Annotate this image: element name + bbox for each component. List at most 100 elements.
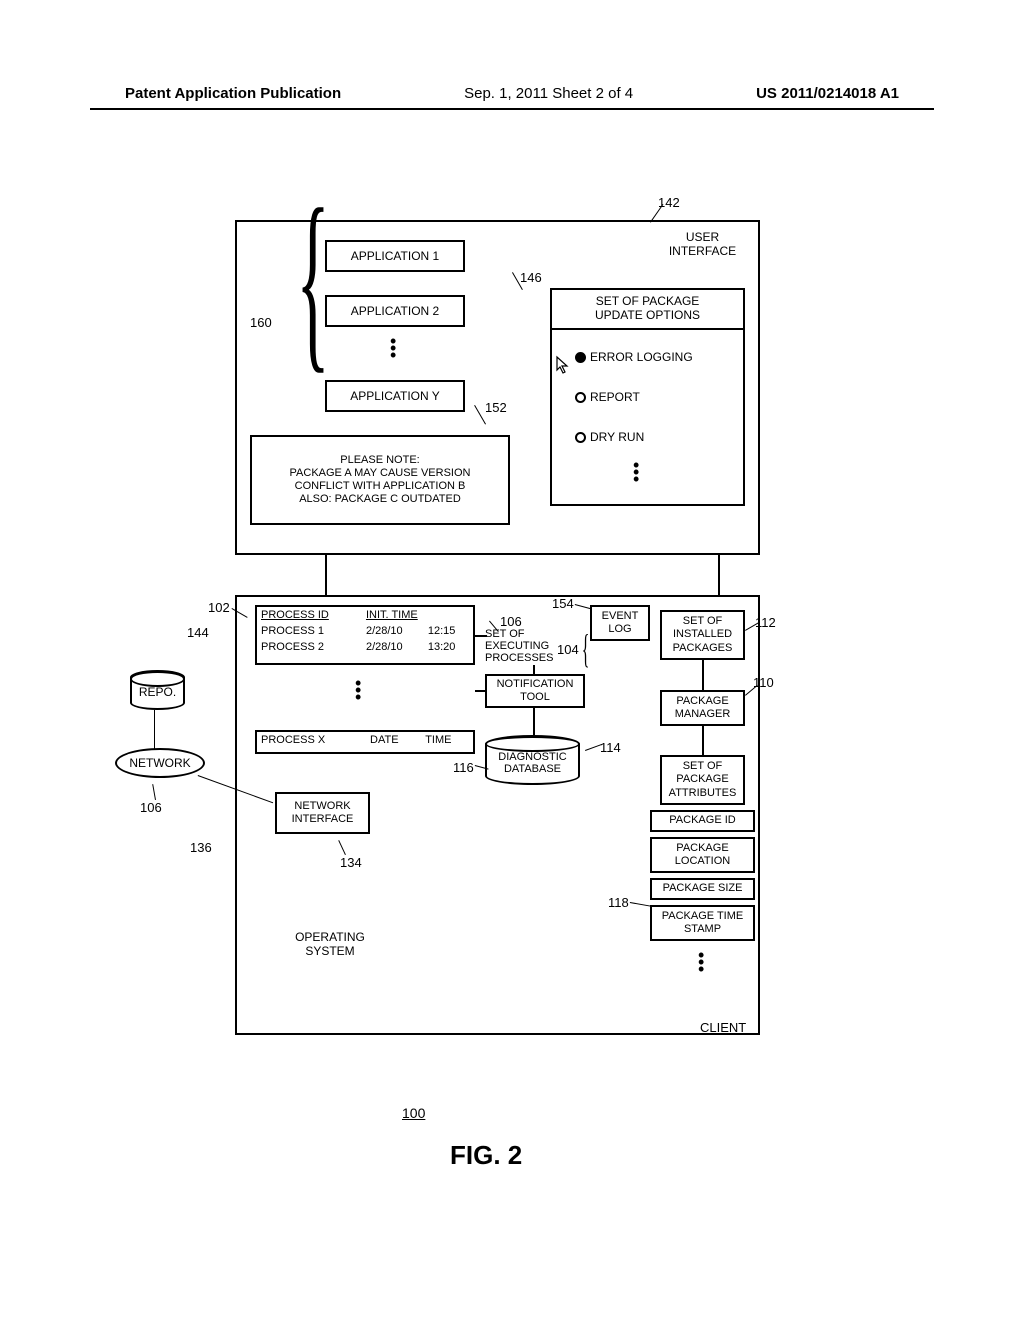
exec-line [475,635,487,637]
pkg-attrs-label: SET OF PACKAGE ATTRIBUTES [669,760,737,800]
notif-to-db [533,708,535,735]
ref-142: 142 [658,195,680,210]
repo-cylinder: REPO. [130,670,185,710]
header-right: US 2011/0214018 A1 [756,85,899,102]
procx-id: PROCESS X [257,732,366,748]
network-label: NETWORK [129,756,190,770]
notification-tool-box: NOTIFICATION TOOL [485,674,585,708]
application-1-box: APPLICATION 1 [325,240,465,272]
network-ellipse: NETWORK [115,748,205,778]
brace-160: { [296,180,330,380]
figure-number: 100 [402,1105,425,1121]
pkg-id-label: PACKAGE ID [669,814,735,827]
header-divider [90,108,934,110]
ref-114: 114 [600,740,621,755]
procx-date: DATE [366,732,421,748]
ref-134: 134 [340,855,362,870]
client-label: CLIENT [700,1020,746,1035]
set-exec-label: SET OF EXECUTING PROCESSES [485,628,565,664]
process-hdr-id: PROCESS ID [257,607,362,623]
ref-118: 118 [608,895,629,910]
ref-106a: 106 [500,614,522,629]
figure-label: FIG. 2 [450,1140,522,1171]
option-dryrun-row: DRY RUN [575,430,644,444]
ref-144: 144 [187,625,209,640]
attrs-vdots: ••• [698,952,704,974]
event-log-label: EVENT LOG [602,610,639,636]
application-2-label: APPLICATION 2 [351,304,439,318]
installed-packages-box: SET OF INSTALLED PACKAGES [660,610,745,660]
process-vdots: ••• [355,680,361,702]
ref-104: 104 [557,642,579,657]
operating-system-label: OPERATING SYSTEM [285,930,375,958]
option-report-label: REPORT [590,390,640,404]
apps-vdots: ••• [390,338,396,360]
application-y-box: APPLICATION Y [325,380,465,412]
application-y-label: APPLICATION Y [350,389,440,403]
ref-106b: 106 [140,800,162,815]
diagnostic-db-cylinder: DIAGNOSTIC DATABASE [485,735,580,785]
ref-146: 146 [520,270,542,285]
conn-inst-mgr [702,660,704,690]
header-left: Patent Application Publication [125,85,341,102]
package-manager-label: PACKAGE MANAGER [675,695,731,721]
option-error-label: ERROR LOGGING [590,350,693,364]
radio-error-icon [575,352,586,363]
user-interface-label: USER INTERFACE [655,230,750,258]
option-error-row: ERROR LOGGING [575,350,693,364]
ref-160: 160 [250,315,272,330]
application-1-label: APPLICATION 1 [351,249,439,263]
options-vdots: ••• [633,462,639,484]
note-text: PLEASE NOTE: PACKAGE A MAY CAUSE VERSION… [290,454,471,507]
process-x-row: PROCESS XDATETIME [255,730,475,754]
proc1-id: PROCESS 1 [257,623,362,639]
proc1-date: 2/28/10 [362,623,424,639]
note-box: PLEASE NOTE: PACKAGE A MAY CAUSE VERSION… [250,435,510,525]
proc2-id: PROCESS 2 [257,639,362,655]
ref-152: 152 [485,400,507,415]
conn-ui-right [718,555,720,595]
notif-up-line [533,665,535,674]
installed-packages-label: SET OF INSTALLED PACKAGES [673,615,733,655]
ref-154: 154 [552,596,574,611]
process-hdr-time: INIT. TIME [362,607,473,623]
package-manager-box: PACKAGE MANAGER [660,690,745,726]
options-title: SET OF PACKAGE UPDATE OPTIONS [595,294,700,323]
pkg-attrs-box: SET OF PACKAGE ATTRIBUTES [660,755,745,805]
application-2-box: APPLICATION 2 [325,295,465,327]
diagram-root: 142 USER INTERFACE APPLICATION 1 APPLICA… [150,200,870,1090]
ref-102: 102 [208,600,230,615]
repo-label: REPO. [139,685,176,699]
network-interface-label: NETWORK INTERFACE [292,800,354,826]
ref-110: 110 [753,675,774,690]
pkg-size-box: PACKAGE SIZE [650,878,755,900]
proc2-date: 2/28/10 [362,639,424,655]
ref-136: 136 [190,840,212,855]
network-interface-box: NETWORK INTERFACE [275,792,370,834]
page-header: Patent Application Publication Sep. 1, 2… [0,85,1024,102]
pkg-time-box: PACKAGE TIME STAMP [650,905,755,941]
repo-net-line [154,710,155,750]
pkg-size-label: PACKAGE SIZE [663,882,743,895]
ref-116: 116 [453,760,474,775]
pkg-id-box: PACKAGE ID [650,810,755,832]
diagnostic-db-label: DIAGNOSTIC DATABASE [498,751,566,775]
radio-report-icon [575,392,586,403]
options-divider [550,328,745,330]
option-report-row: REPORT [575,390,640,404]
notification-tool-label: NOTIFICATION TOOL [497,678,574,704]
pkg-loc-box: PACKAGE LOCATION [650,837,755,873]
leader-106b [152,784,156,800]
header-center: Sep. 1, 2011 Sheet 2 of 4 [464,85,633,102]
pkg-time-label: PACKAGE TIME STAMP [662,910,744,936]
proc1-time: 12:15 [424,623,473,639]
proc2-time: 13:20 [424,639,473,655]
notif-left-line [475,690,485,692]
option-dryrun-label: DRY RUN [590,430,644,444]
pkg-loc-label: PACKAGE LOCATION [675,842,730,868]
conn-ui-left [325,555,327,595]
procx-time: TIME [421,732,473,748]
radio-dryrun-icon [575,432,586,443]
cursor-icon [555,355,571,375]
brace-104: { [582,625,590,672]
